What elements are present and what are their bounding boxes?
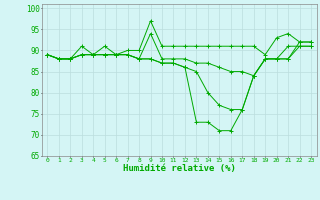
X-axis label: Humidité relative (%): Humidité relative (%) — [123, 164, 236, 173]
